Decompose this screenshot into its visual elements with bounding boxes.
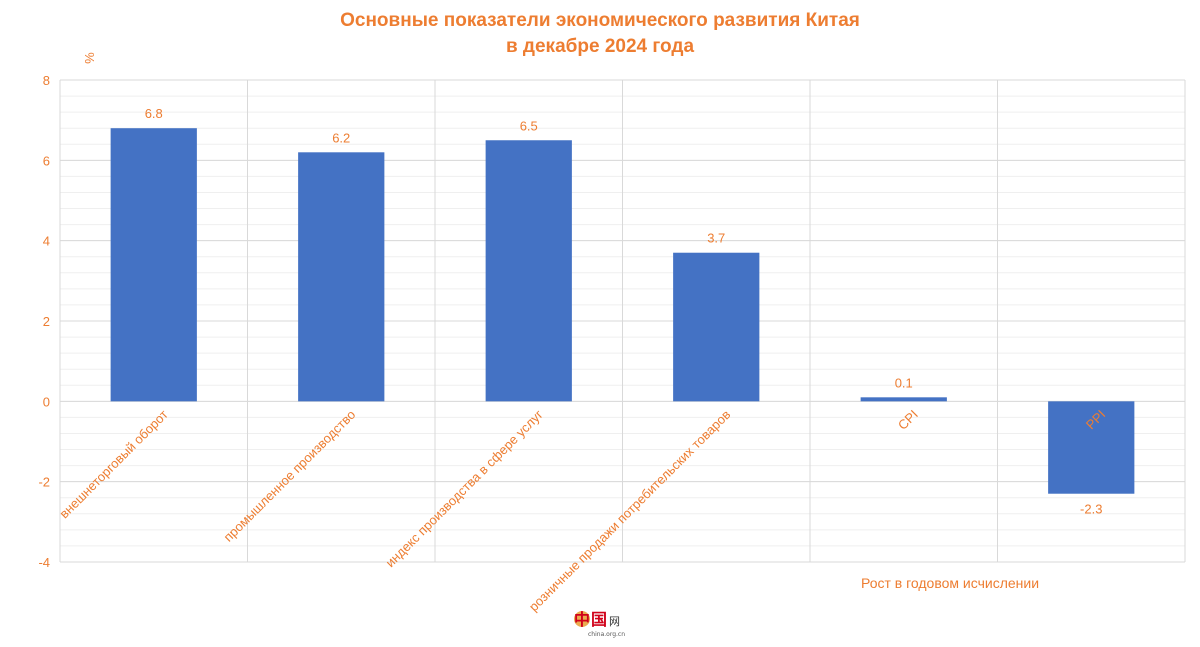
bar — [298, 152, 385, 402]
y-axis-unit-label: % — [82, 52, 97, 64]
svg-text:国: 国 — [591, 610, 607, 629]
data-label: 6.5 — [520, 118, 538, 133]
bar — [110, 128, 197, 402]
y-tick-label: 2 — [43, 314, 50, 329]
chart-title-line2: в декабре 2024 года — [505, 36, 695, 57]
category-label: промышленное производство — [221, 407, 359, 545]
y-tick-label: -4 — [38, 555, 50, 570]
svg-text:网: 网 — [609, 615, 620, 628]
data-label: 3.7 — [707, 231, 725, 246]
svg-text:china.org.cn: china.org.cn — [588, 631, 625, 638]
y-tick-label: 4 — [43, 234, 50, 249]
y-tick-label: 0 — [43, 394, 50, 409]
data-label: 6.8 — [145, 106, 163, 121]
bar — [1048, 401, 1135, 494]
x-axis-title: Рост в годовом исчислении — [861, 575, 1039, 591]
svg-text:中: 中 — [574, 610, 590, 629]
y-tick-label: 6 — [43, 153, 50, 168]
bar — [860, 397, 947, 402]
y-tick-label: 8 — [43, 73, 50, 88]
data-label: 6.2 — [332, 130, 350, 145]
data-label: -2.3 — [1080, 502, 1102, 517]
category-label: внешнеторговый оборот — [56, 407, 170, 521]
data-label: 0.1 — [895, 375, 913, 390]
chart-title-line1: Основные показатели экономического разви… — [340, 10, 860, 31]
bar — [485, 140, 572, 402]
y-tick-label: -2 — [38, 475, 50, 490]
category-label: CPI — [895, 407, 921, 433]
bar — [673, 252, 760, 402]
china-org-logo: 中 国 网 china.org.cn — [574, 610, 625, 638]
category-label: розничные продажи потребительских товаро… — [526, 407, 733, 614]
